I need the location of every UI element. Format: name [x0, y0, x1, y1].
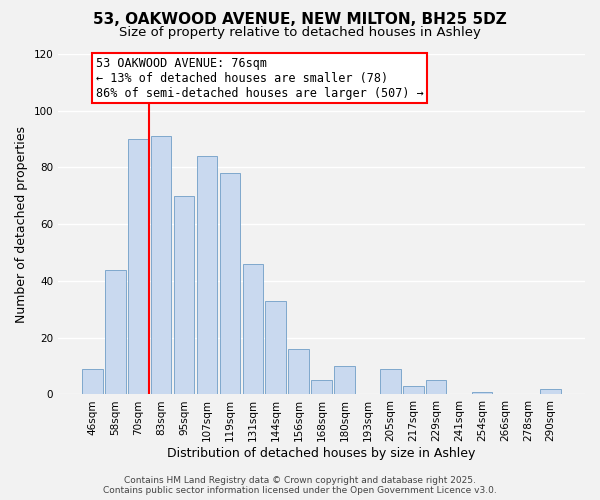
Text: 53, OAKWOOD AVENUE, NEW MILTON, BH25 5DZ: 53, OAKWOOD AVENUE, NEW MILTON, BH25 5DZ — [93, 12, 507, 28]
Bar — [174, 196, 194, 394]
Bar — [472, 392, 493, 394]
Y-axis label: Number of detached properties: Number of detached properties — [15, 126, 28, 322]
Bar — [220, 173, 240, 394]
Bar — [242, 264, 263, 394]
Bar — [541, 389, 561, 394]
Bar — [197, 156, 217, 394]
Bar — [289, 349, 309, 395]
Bar — [311, 380, 332, 394]
Text: 53 OAKWOOD AVENUE: 76sqm
← 13% of detached houses are smaller (78)
86% of semi-d: 53 OAKWOOD AVENUE: 76sqm ← 13% of detach… — [96, 57, 424, 100]
X-axis label: Distribution of detached houses by size in Ashley: Distribution of detached houses by size … — [167, 447, 476, 460]
Bar — [380, 369, 401, 394]
Bar — [151, 136, 172, 394]
Bar — [403, 386, 424, 394]
Text: Size of property relative to detached houses in Ashley: Size of property relative to detached ho… — [119, 26, 481, 39]
Bar — [105, 270, 125, 394]
Text: Contains HM Land Registry data © Crown copyright and database right 2025.
Contai: Contains HM Land Registry data © Crown c… — [103, 476, 497, 495]
Bar — [82, 369, 103, 394]
Bar — [426, 380, 446, 394]
Bar — [128, 139, 149, 394]
Bar — [334, 366, 355, 394]
Bar — [265, 301, 286, 394]
